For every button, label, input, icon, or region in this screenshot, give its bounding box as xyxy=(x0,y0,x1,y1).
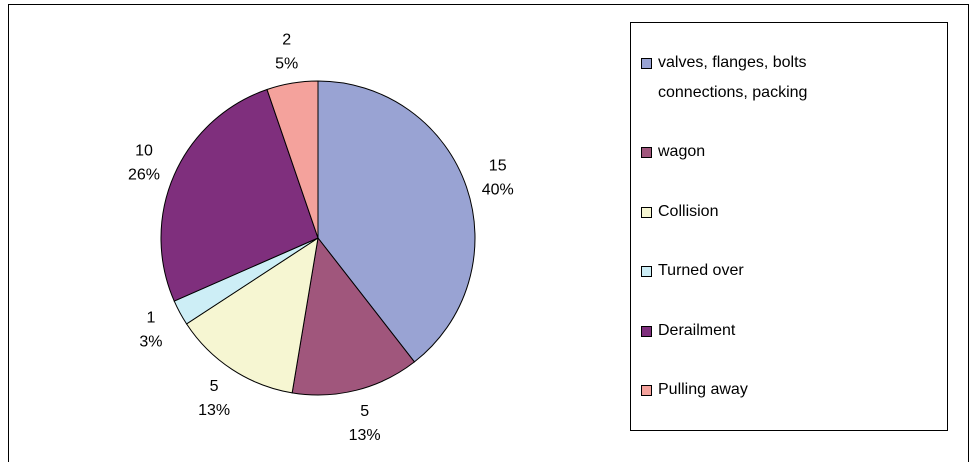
legend-label: Pulling away xyxy=(658,381,748,399)
slice-value-label: 15 xyxy=(489,157,507,174)
slice-percent-label: 5% xyxy=(275,56,298,73)
legend-label: Collision xyxy=(658,202,719,220)
slice-percent-label: 40% xyxy=(482,181,514,198)
legend-label: wagon xyxy=(658,143,706,161)
slice-percent-label: 13% xyxy=(198,402,230,419)
legend-swatch xyxy=(641,266,652,278)
slice-percent-label: 26% xyxy=(128,167,160,184)
slice-value-label: 2 xyxy=(282,32,291,49)
slice-value-label: 5 xyxy=(360,403,369,420)
pie-slice xyxy=(160,88,319,302)
legend-swatch xyxy=(641,206,652,218)
slice-value-label: 1 xyxy=(146,309,155,326)
legend: valves, flanges, bolts connections, pack… xyxy=(630,22,948,431)
pie-slice xyxy=(317,80,476,363)
legend-entry: Derailment xyxy=(641,316,947,346)
pie-slice xyxy=(266,80,319,239)
pie-slice xyxy=(291,236,416,396)
legend-label: Derailment xyxy=(658,321,736,339)
pie-slice xyxy=(185,236,319,394)
legend-entry: Collision xyxy=(641,197,947,227)
legend-swatch xyxy=(641,385,652,397)
legend-swatch xyxy=(641,325,652,337)
legend-swatch xyxy=(641,57,652,69)
slice-value-label: 5 xyxy=(210,378,219,395)
slice-percent-label: 3% xyxy=(139,333,162,350)
legend-entry: valves, flanges, bolts connections, pack… xyxy=(641,48,947,108)
legend-label: valves, flanges, bolts connections, pack… xyxy=(658,53,808,101)
legend-entry: Turned over xyxy=(641,256,947,286)
slice-percent-label: 13% xyxy=(349,427,381,444)
legend-label: Turned over xyxy=(658,262,744,280)
slice-value-label: 10 xyxy=(135,143,153,160)
legend-swatch xyxy=(641,147,652,159)
legend-entry: wagon xyxy=(641,137,947,167)
legend-entry: Pulling away xyxy=(641,375,947,405)
